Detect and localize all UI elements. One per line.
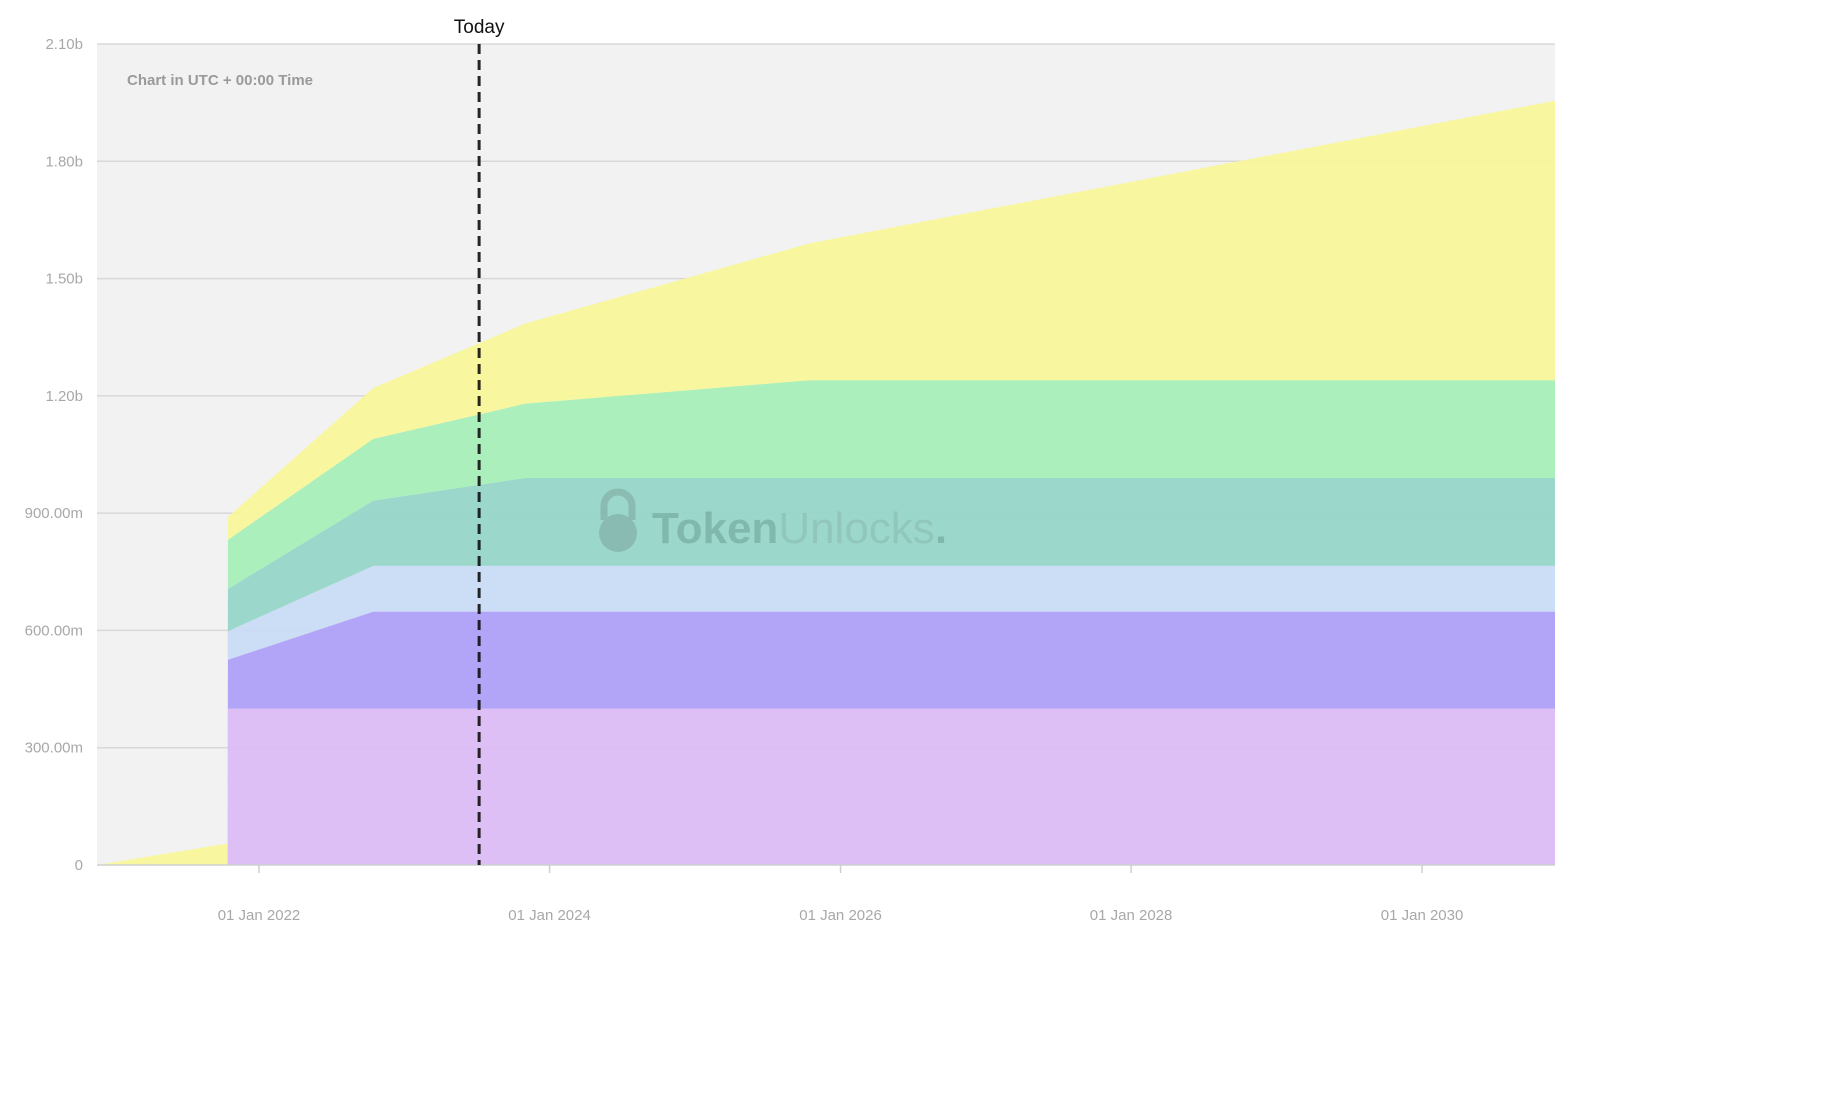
svg-text:TokenUnlocks.: TokenUnlocks. xyxy=(652,504,947,553)
area-series-2 xyxy=(97,611,1555,865)
watermark: TokenUnlocks. xyxy=(599,488,947,553)
x-tick-label: 01 Jan 2030 xyxy=(1381,907,1464,924)
y-tick-label: 300.00m xyxy=(25,740,83,757)
x-tick-label: 01 Jan 2028 xyxy=(1090,907,1173,924)
timezone-note: Chart in UTC + 00:00 Time xyxy=(127,72,313,89)
y-axis: 0 300.00m 600.00m 900.00m 1.20b 1.50b 1.80b 2.1… xyxy=(25,36,83,874)
x-axis: 01 Jan 2022 01 Jan 2024 01 Jan 2026 01 Jan … xyxy=(97,864,1555,924)
x-tick-label: 01 Jan 2024 xyxy=(508,907,591,924)
area-series-6 xyxy=(97,100,1555,865)
y-tick-label: 600.00m xyxy=(25,622,83,639)
today-label: Today xyxy=(454,17,505,38)
area-series-5 xyxy=(97,380,1555,865)
area-series-4 xyxy=(97,477,1555,865)
y-tick-label: 2.10b xyxy=(45,36,83,53)
y-tick-label: 900.00m xyxy=(25,505,83,522)
x-tick-label: 01 Jan 2022 xyxy=(218,907,301,924)
area-series-1 xyxy=(97,708,1555,865)
x-tick-label: 01 Jan 2026 xyxy=(799,907,882,924)
y-tick-label: 1.80b xyxy=(45,153,83,170)
area-series-3 xyxy=(97,565,1555,865)
y-tick-label: 1.20b xyxy=(45,388,83,405)
y-tick-label: 0 xyxy=(75,857,83,874)
stacked-areas xyxy=(97,100,1555,865)
y-tick-label: 1.50b xyxy=(45,271,83,288)
lock-icon xyxy=(599,488,637,552)
